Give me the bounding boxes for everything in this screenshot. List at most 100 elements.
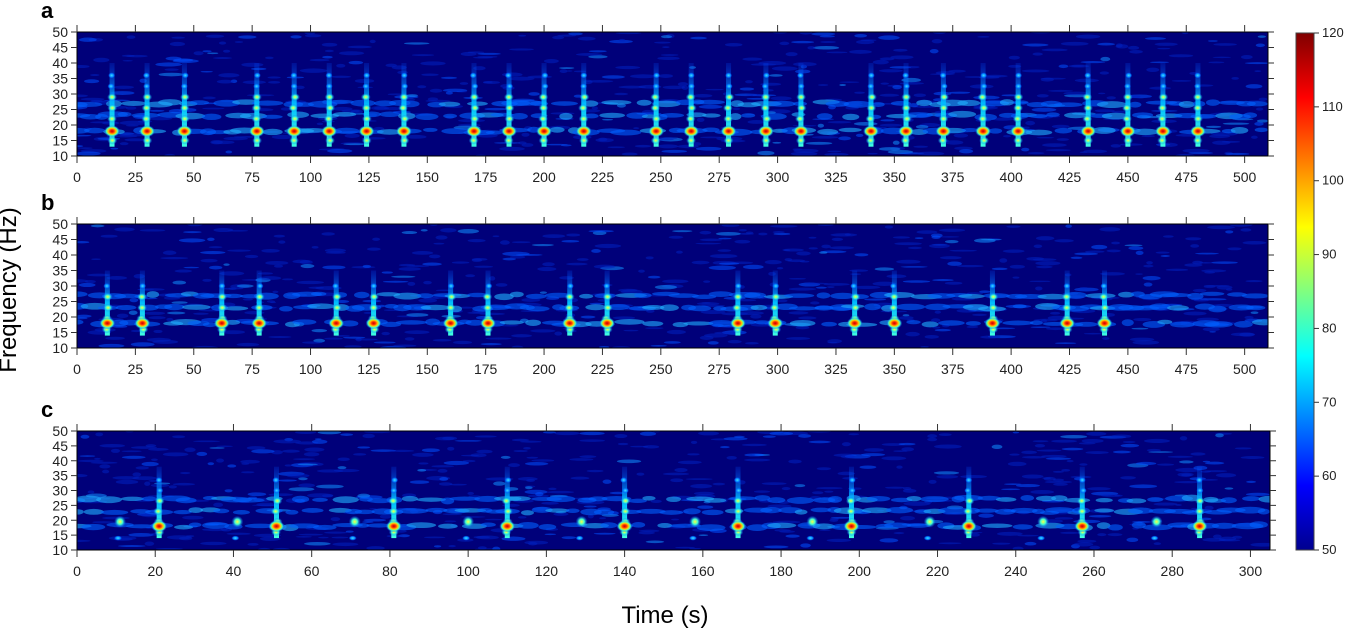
- x-tick-label: 175: [474, 169, 498, 185]
- call-harmonic: [564, 303, 575, 312]
- call-harmonic: [1194, 72, 1202, 79]
- call-harmonic: [399, 136, 410, 145]
- call-harmonic: [179, 136, 190, 145]
- call-harmonic: [653, 72, 661, 79]
- call-harmonic: [580, 72, 588, 79]
- call-harmonic: [1061, 292, 1072, 301]
- call-peak: [328, 317, 345, 330]
- call-harmonic: [889, 292, 900, 301]
- call-harmonic: [761, 136, 772, 145]
- call-harmonic: [399, 93, 410, 102]
- call-peak: [720, 125, 737, 138]
- call-harmonic: [143, 83, 151, 90]
- call-peak: [134, 317, 151, 330]
- x-tick-label: 450: [1116, 361, 1140, 377]
- x-tick-label: 375: [941, 169, 965, 185]
- x-tick-label: 150: [416, 361, 440, 377]
- y-tick-label: 40: [52, 55, 68, 71]
- call-peak: [683, 125, 700, 138]
- call-harmonic: [103, 283, 111, 289]
- call-peak: [1096, 317, 1113, 330]
- call-harmonic: [401, 83, 409, 90]
- x-tick-label: 240: [1004, 563, 1028, 579]
- call-harmonic: [796, 72, 804, 79]
- call-harmonic: [797, 83, 805, 90]
- short-call: [348, 515, 361, 528]
- call-harmonic: [485, 283, 493, 289]
- short-call-low: [114, 535, 123, 541]
- call-harmonic: [685, 114, 696, 123]
- y-tick-label: 45: [52, 438, 68, 454]
- call-harmonic: [796, 103, 807, 112]
- colorbar-tick-label: 70: [1322, 394, 1336, 409]
- y-tick-label: 20: [52, 309, 68, 325]
- y-tick-label: 10: [52, 542, 68, 558]
- x-tick-label: 250: [649, 169, 673, 185]
- call-harmonic: [400, 72, 408, 79]
- call-harmonic: [504, 477, 512, 484]
- call-harmonic: [1124, 83, 1132, 90]
- call-harmonic: [723, 114, 734, 123]
- call-harmonic: [687, 83, 695, 90]
- call-harmonic: [471, 83, 479, 90]
- call-harmonic: [1013, 136, 1024, 145]
- y-tick-label: 30: [52, 86, 68, 102]
- call-peak: [730, 520, 747, 533]
- call-harmonic: [795, 136, 806, 145]
- x-tick-label: 100: [299, 169, 323, 185]
- call-peak: [1191, 520, 1208, 533]
- call-harmonic: [1079, 487, 1087, 494]
- call-harmonic: [1125, 72, 1133, 79]
- call-harmonic: [900, 136, 911, 145]
- call-harmonic: [620, 477, 628, 484]
- colorbar-tick-label: 100: [1322, 173, 1344, 188]
- y-tick-label: 25: [52, 102, 68, 118]
- call-peak: [863, 125, 879, 138]
- call-harmonic: [939, 72, 947, 79]
- y-tick-label: 30: [52, 483, 68, 499]
- call-harmonic: [361, 114, 372, 123]
- call-harmonic: [1083, 136, 1094, 145]
- call-harmonic: [564, 292, 575, 301]
- call-harmonic: [253, 72, 261, 79]
- call-harmonic: [940, 83, 948, 90]
- colorbar-tick-label: 120: [1322, 25, 1344, 40]
- x-tick-label: 300: [766, 361, 790, 377]
- short-call-low: [575, 535, 584, 541]
- y-tick-label: 35: [52, 71, 68, 87]
- x-tick-label: 500: [1233, 169, 1257, 185]
- call-harmonic: [1098, 292, 1109, 301]
- y-axis-title: Frequency (Hz): [0, 207, 22, 372]
- x-tick-label: 100: [456, 563, 480, 579]
- call-harmonic: [469, 103, 480, 112]
- call-harmonic: [256, 283, 264, 289]
- x-tick-label: 280: [1161, 563, 1185, 579]
- call-peak: [1059, 317, 1076, 330]
- call-harmonic: [398, 103, 409, 112]
- call-harmonic: [1192, 93, 1203, 102]
- call-harmonic: [845, 496, 856, 505]
- call-harmonic: [361, 136, 372, 145]
- call-harmonic: [482, 303, 493, 312]
- call-harmonic: [103, 303, 114, 312]
- call-peak: [268, 520, 285, 533]
- call-peak: [616, 520, 633, 533]
- call-streak: [371, 270, 377, 336]
- call-harmonic: [253, 83, 261, 90]
- x-tick-label: 500: [1233, 361, 1257, 377]
- call-streak: [485, 270, 491, 336]
- call-harmonic: [770, 292, 781, 301]
- call-harmonic: [988, 303, 999, 312]
- call-harmonic: [325, 103, 336, 112]
- colorbar-tick-label: 60: [1322, 468, 1336, 483]
- call-harmonic: [901, 114, 912, 123]
- call-harmonic: [965, 477, 973, 484]
- call-peak: [984, 317, 1001, 330]
- call-harmonic: [620, 507, 631, 516]
- call-peak: [898, 125, 915, 138]
- call-harmonic: [251, 114, 262, 123]
- x-tick-label: 0: [73, 361, 81, 377]
- call-harmonic: [391, 477, 399, 484]
- call-harmonic: [289, 114, 300, 123]
- call-peak: [466, 125, 482, 138]
